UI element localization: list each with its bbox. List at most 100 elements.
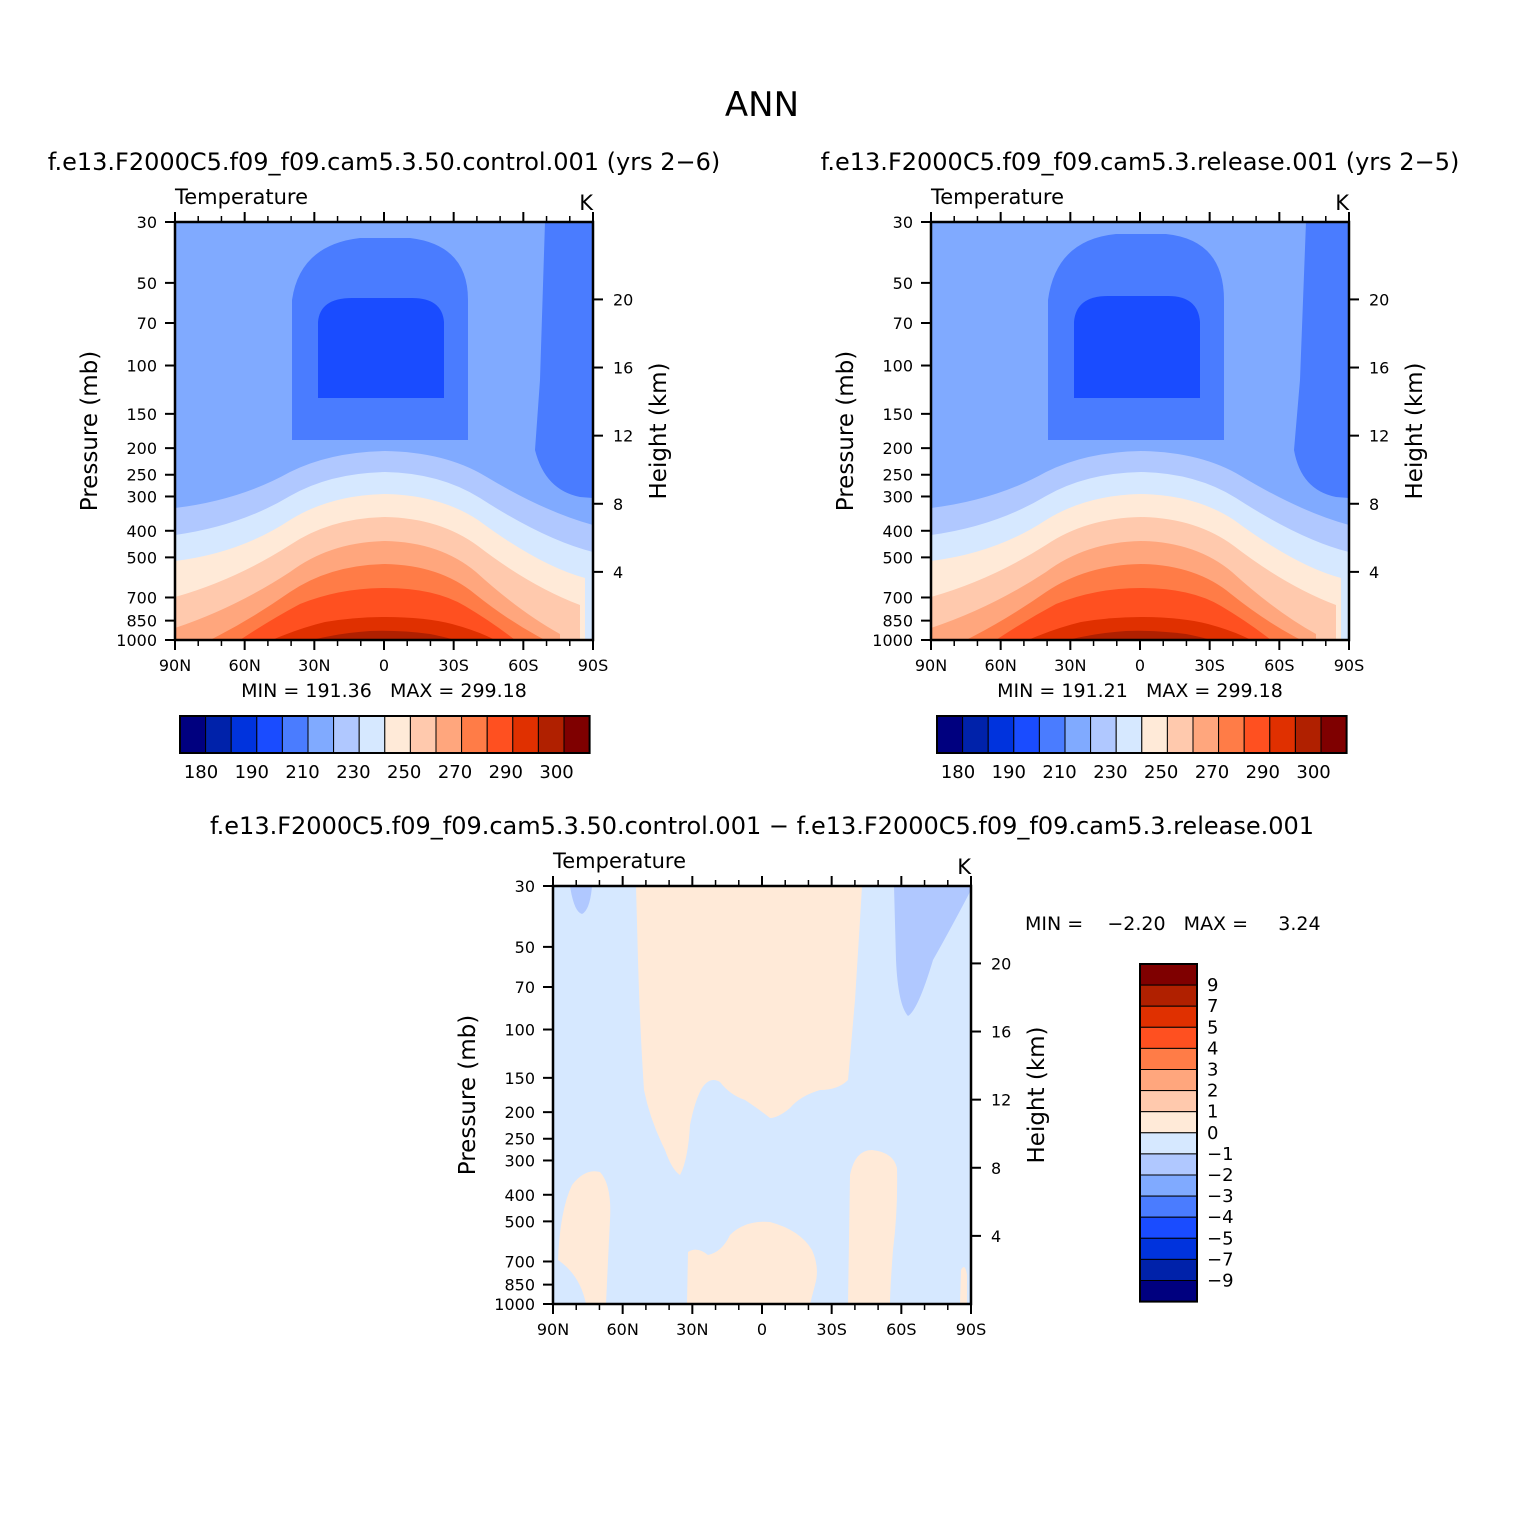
contour-band-level-7 (894, 886, 971, 1016)
height-tick-label: 8 (613, 495, 623, 514)
y-tick-label: 1000 (116, 631, 157, 650)
contour-band-level-9 (848, 1150, 898, 1304)
y-tick-label: 200 (882, 439, 913, 458)
colorbar-label: 190 (992, 762, 1026, 783)
y-tick-label: 100 (504, 1021, 535, 1040)
height-tick-label: 20 (613, 290, 633, 309)
figure-title: ANN (725, 85, 799, 125)
height-tick-label: 4 (1369, 563, 1379, 582)
colorbar-swatch (962, 715, 989, 754)
y-tick-label: 1000 (872, 631, 913, 650)
contour-field (175, 222, 593, 640)
colorbar-label: 1 (1207, 1102, 1218, 1123)
contour-band-level-4 (1074, 296, 1200, 398)
x-tick-label: 60S (1264, 656, 1295, 675)
colorbar-label: −3 (1207, 1186, 1234, 1207)
colorbar-label: −4 (1207, 1207, 1234, 1228)
contour-band-level-7 (570, 886, 592, 914)
contour-band-level-5 (535, 222, 593, 498)
colorbar-label: 270 (1195, 762, 1229, 783)
contour-field (931, 222, 1349, 640)
colorbar-swatch (486, 715, 514, 754)
colorbar-label: 2 (1207, 1081, 1218, 1102)
y-tick-label: 850 (504, 1276, 535, 1295)
y-tick-label: 30 (893, 213, 913, 232)
colorbar-swatch (1139, 1132, 1198, 1155)
colorbar-label: 190 (235, 762, 269, 783)
colorbar-label: 5 (1207, 1017, 1218, 1038)
x-tick-label: 90S (578, 656, 609, 675)
x-tick-label: 60S (508, 656, 539, 675)
height-tick-label: 8 (991, 1159, 1001, 1178)
axes-control: 305070100150200250300400500700850100090N… (116, 212, 633, 675)
colorbar-swatch (179, 715, 207, 754)
panel-subtitle: f.e13.F2000C5.f09_f09.cam5.3.50.control.… (210, 812, 1314, 840)
colorbar-swatch (987, 715, 1015, 754)
panel-difference: f.e13.F2000C5.f09_f09.cam5.3.50.control.… (210, 812, 1321, 1339)
y-tick-label: 30 (137, 213, 157, 232)
colorbar-swatch (1115, 715, 1143, 754)
colorbar-swatch (1166, 715, 1194, 754)
left-string: Temperature (552, 849, 686, 873)
colorbar-swatch (358, 715, 386, 754)
colorbar-swatch (537, 715, 565, 754)
y-tick-label: 150 (504, 1069, 535, 1088)
contour-band-level-5 (1294, 222, 1349, 498)
height-tick-label: 12 (613, 427, 633, 446)
y-tick-label: 70 (137, 314, 157, 333)
y-tick-label: 300 (126, 487, 157, 506)
colorbar-swatch (563, 715, 591, 754)
y-tick-label: 200 (126, 439, 157, 458)
x-tick-label: 30N (1054, 656, 1086, 675)
contour-band-level-14 (272, 617, 495, 640)
colorbar-swatch (281, 715, 309, 754)
colorbar-label: 230 (1093, 762, 1127, 783)
y-tick-label: 150 (882, 405, 913, 424)
colorbar-control: 180 190 210 230 250 270 290 300 (179, 715, 591, 783)
y-tick-label: 250 (504, 1130, 535, 1149)
colorbar-swatch (1064, 715, 1092, 754)
left-string: Temperature (174, 185, 308, 209)
colorbar-label: 7 (1207, 996, 1218, 1017)
colorbar-swatch (1038, 715, 1066, 754)
colorbar-swatch (1218, 715, 1245, 754)
colorbar-swatch (1320, 715, 1348, 754)
colorbar-swatch (1269, 715, 1296, 754)
y-tick-label: 500 (126, 548, 157, 567)
units-label: K (1335, 191, 1350, 215)
y-tick-label: 400 (882, 522, 913, 541)
y-tick-label: 300 (882, 487, 913, 506)
colorbar-label: 4 (1207, 1038, 1218, 1059)
colorbar-label: 300 (1296, 762, 1330, 783)
colorbar-swatch (1139, 1237, 1198, 1260)
colorbar-label: 3 (1207, 1060, 1218, 1081)
colorbar-swatch (1139, 1153, 1198, 1176)
axes-release: 305070100150200250300400500700850100090N… (872, 212, 1389, 675)
colorbar-swatch (512, 715, 539, 754)
colorbar-label: −9 (1207, 1271, 1234, 1292)
x-tick-label: 90S (956, 1320, 987, 1339)
x-tick-label: 60N (607, 1320, 639, 1339)
y-tick-label: 70 (515, 978, 535, 997)
colorbar-swatch (1090, 715, 1117, 754)
colorbar-label: −7 (1207, 1249, 1234, 1270)
y-tick-label: 700 (882, 588, 913, 607)
y-tick-label: 300 (504, 1151, 535, 1170)
x-tick-label: 0 (379, 656, 389, 675)
y-axis-title-right: Height (km) (1024, 1026, 1050, 1163)
y-axis-title-right: Height (km) (646, 362, 672, 499)
y-tick-label: 500 (882, 548, 913, 567)
colorbar-label: 210 (1042, 762, 1076, 783)
panel-release: f.e13.F2000C5.f09_f09.cam5.3.release.001… (821, 148, 1460, 783)
colorbar-swatch (1139, 1174, 1198, 1197)
y-tick-label: 700 (126, 588, 157, 607)
min-max-label: MIN = 191.21 MAX = 299.18 (997, 680, 1283, 702)
colorbar-swatch (384, 715, 411, 754)
y-tick-label: 1000 (494, 1295, 535, 1314)
colorbar-swatch (1139, 963, 1198, 986)
y-axis-title-right: Height (km) (1402, 362, 1428, 499)
x-tick-label: 0 (757, 1320, 767, 1339)
colorbar-frame (936, 715, 1348, 754)
